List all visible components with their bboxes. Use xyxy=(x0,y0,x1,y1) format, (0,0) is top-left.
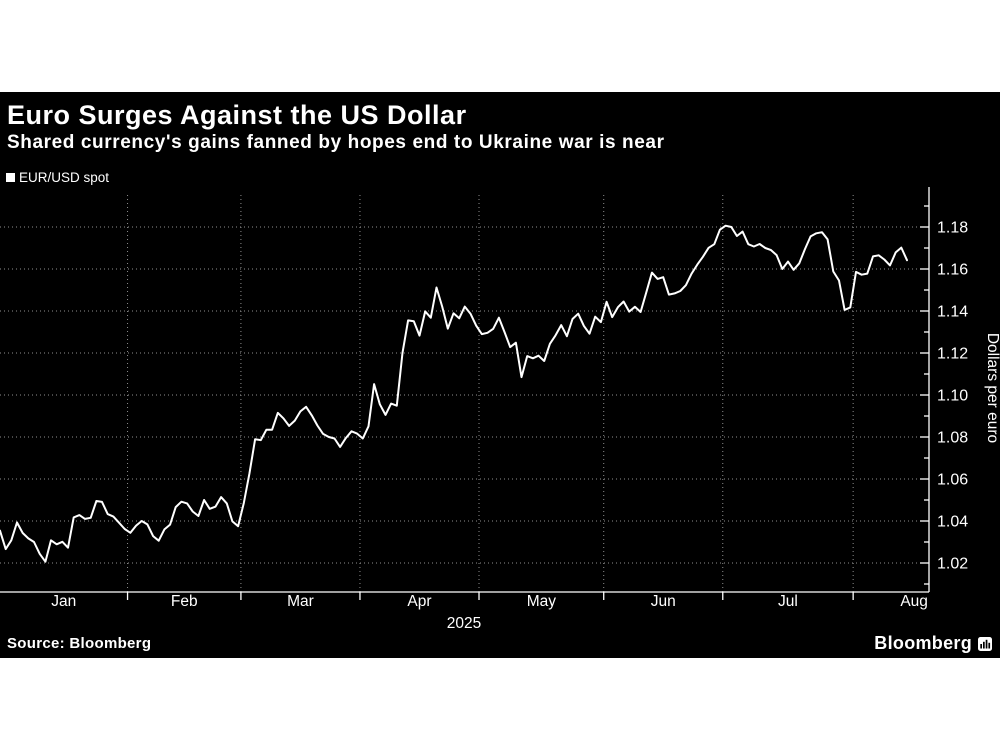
price-line xyxy=(0,224,908,563)
y-tick-label: 1.10 xyxy=(937,388,968,405)
price-chart: 1.02 1.04 1.06 1.08 1.10 1.12 1.14 1.16 1.18 Jan F… xyxy=(0,187,1000,632)
y-tick-label: 1.06 xyxy=(937,472,968,489)
y-tick-label: 1.02 xyxy=(937,556,968,573)
source-label: Source: Bloomberg xyxy=(7,635,152,652)
x-month-label: Feb xyxy=(171,593,198,610)
y-tick-label: 1.14 xyxy=(937,304,968,321)
legend-label: EUR/USD spot xyxy=(19,170,110,185)
y-tick-label: 1.18 xyxy=(937,220,968,237)
legend: EUR/USD spot xyxy=(6,170,109,185)
bloomberg-wordmark: Bloomberg xyxy=(874,633,972,653)
y-axis-title: Dollars per euro xyxy=(984,333,1000,443)
x-month-label: Jan xyxy=(51,593,76,610)
bloomberg-chart-icon xyxy=(978,636,992,651)
y-tick-label: 1.16 xyxy=(937,262,968,279)
x-year-label: 2025 xyxy=(447,615,481,632)
chart-title: Euro Surges Against the US Dollar xyxy=(7,100,467,130)
x-month-label: Apr xyxy=(407,593,431,610)
y-tick-label: 1.08 xyxy=(937,430,968,447)
bloomberg-logo: Bloomberg xyxy=(874,633,992,654)
x-month-label: Jun xyxy=(651,593,676,610)
chart-subtitle: Shared currency's gains fanned by hopes … xyxy=(7,132,665,153)
x-month-label: Mar xyxy=(287,593,314,610)
y-tick-label: 1.04 xyxy=(937,514,968,531)
legend-swatch-icon xyxy=(6,173,15,182)
x-month-label: Aug xyxy=(900,593,928,610)
x-month-label: May xyxy=(527,593,557,610)
y-tick-label: 1.12 xyxy=(937,346,968,363)
chart-panel: 1.02 1.04 1.06 1.08 1.10 1.12 1.14 1.16 1.18 Jan F… xyxy=(0,92,1000,658)
x-month-label: Jul xyxy=(778,593,798,610)
